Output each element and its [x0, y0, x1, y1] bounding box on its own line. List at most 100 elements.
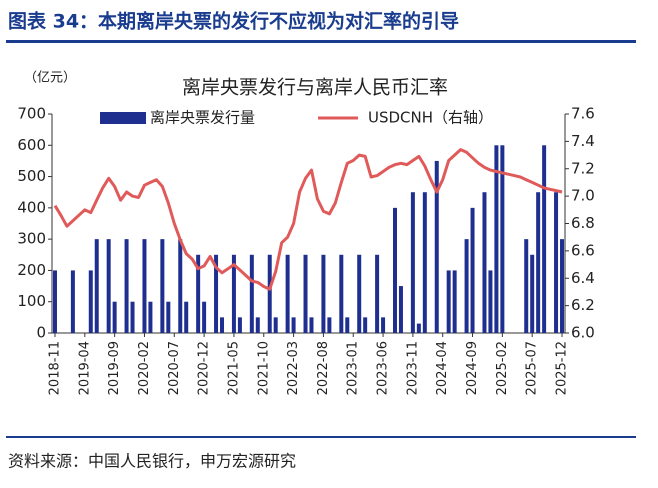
bar — [291, 317, 296, 333]
x-tick-label: 2020-07 — [167, 341, 182, 395]
y2-tick-label: 6.0 — [571, 324, 595, 342]
x-tick-label: 2022-08 — [316, 341, 331, 395]
bar — [327, 317, 332, 333]
x-tick-label: 2021-10 — [256, 341, 271, 395]
bar — [267, 254, 272, 333]
bar — [202, 301, 207, 333]
y2-tick-label: 6.6 — [571, 241, 595, 259]
bar — [184, 301, 189, 333]
y2-tick-label: 7.6 — [571, 105, 595, 123]
bar — [536, 192, 541, 333]
x-tick-label: 2019-04 — [77, 341, 92, 395]
bar — [321, 254, 326, 333]
bar — [345, 317, 350, 333]
bar — [130, 301, 135, 333]
x-tick-label: 2023-11 — [405, 341, 420, 395]
y2-tick-label: 7.2 — [571, 159, 595, 177]
bar — [309, 317, 314, 333]
bar — [124, 239, 129, 333]
x-tick-label: 2022-03 — [286, 341, 301, 395]
y-tick-label: 200 — [17, 261, 46, 279]
bar — [88, 270, 93, 333]
bar — [255, 317, 260, 333]
bar — [422, 192, 427, 333]
x-tick-label: 2025-02 — [495, 341, 510, 395]
bar — [554, 192, 559, 333]
bar — [220, 317, 225, 333]
x-tick-label: 2020-12 — [197, 341, 212, 395]
y2-tick-label: 6.4 — [571, 269, 595, 287]
header-title: 图表 34：本期离岸央票的发行不应视为对汇率的引导 — [8, 10, 459, 33]
bar — [196, 254, 201, 333]
bar — [470, 207, 475, 333]
legend-label: USDCNH（右轴） — [368, 109, 493, 127]
y-tick-label: 700 — [17, 105, 46, 123]
y-axis-label: （亿元） — [24, 71, 76, 86]
bar — [488, 270, 493, 333]
bar — [392, 207, 397, 333]
bar — [237, 317, 242, 333]
bar — [303, 254, 308, 333]
bar — [178, 239, 183, 333]
y2-tick-label: 7.0 — [571, 187, 595, 205]
bar — [560, 239, 565, 333]
x-tick-label: 2025-12 — [555, 341, 570, 395]
bar — [285, 254, 290, 333]
y-tick-label: 600 — [17, 136, 46, 154]
legend-swatch — [100, 112, 146, 124]
y-tick-label: 0 — [36, 324, 46, 342]
bar — [112, 301, 117, 333]
legend-label: 离岸央票发行量 — [150, 109, 255, 127]
bar — [70, 270, 75, 333]
bar — [416, 323, 421, 333]
bar — [530, 254, 535, 333]
x-tick-label: 2021-05 — [226, 341, 241, 395]
bar — [375, 254, 380, 333]
bar — [148, 301, 153, 333]
x-tick-label: 2020-02 — [137, 341, 152, 395]
x-tick-label: 2019-09 — [107, 341, 122, 395]
bar — [446, 270, 451, 333]
y2-tick-label: 7.4 — [571, 132, 595, 150]
bar — [357, 254, 362, 333]
y2-tick-label: 6.2 — [571, 296, 595, 314]
bar — [542, 145, 547, 333]
bar — [214, 254, 219, 333]
bar — [160, 239, 165, 333]
y-tick-label: 300 — [17, 230, 46, 248]
bar — [339, 254, 344, 333]
y-tick-label: 500 — [17, 167, 46, 185]
bar — [363, 317, 368, 333]
bar — [166, 301, 171, 333]
bar — [524, 239, 529, 333]
bar — [52, 270, 57, 333]
x-tick-label: 2023-01 — [346, 341, 361, 395]
bar — [410, 192, 415, 333]
bar — [249, 254, 254, 333]
y-tick-label: 400 — [17, 198, 46, 216]
bar — [500, 145, 505, 333]
y-tick-label: 100 — [17, 292, 46, 310]
x-tick-label: 2024-09 — [465, 341, 480, 395]
bar — [381, 317, 386, 333]
bar — [464, 239, 469, 333]
chart-title: 离岸央票发行与离岸人民币汇率 — [182, 77, 448, 99]
bar — [231, 254, 236, 333]
x-tick-label: 2023-06 — [376, 341, 391, 395]
x-tick-label: 2018-11 — [47, 341, 62, 395]
header-rule — [6, 40, 636, 43]
bar — [452, 270, 457, 333]
bar — [434, 160, 439, 333]
y2-tick-label: 6.8 — [571, 214, 595, 232]
bar — [482, 192, 487, 333]
x-tick-label: 2024-04 — [435, 341, 450, 395]
bar — [273, 317, 278, 333]
bar — [142, 239, 147, 333]
line — [53, 148, 563, 291]
bar — [398, 286, 403, 333]
bar — [94, 239, 99, 333]
x-tick-label: 2025-07 — [525, 341, 540, 395]
bar — [494, 145, 499, 333]
bar — [106, 239, 111, 333]
